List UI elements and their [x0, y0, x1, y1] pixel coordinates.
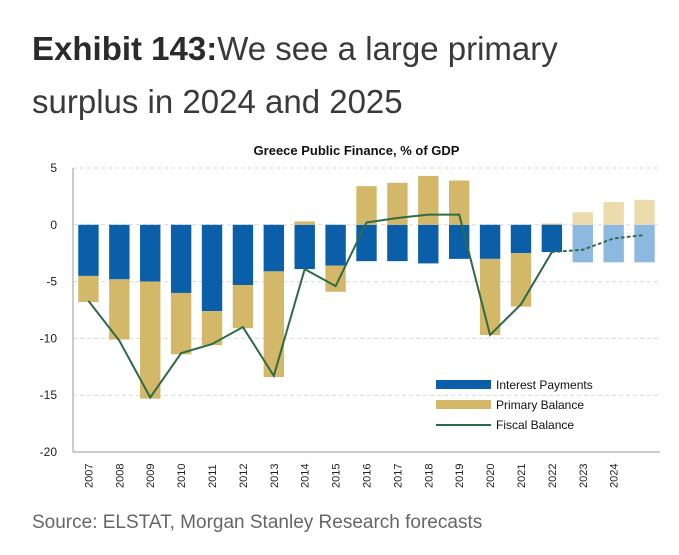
legend-label-fiscal: Fiscal Balance: [496, 418, 574, 432]
bar-primary-balance: [418, 175, 439, 225]
x-tick-label: 2019: [454, 464, 466, 488]
bar-interest-payments: [541, 224, 563, 253]
fiscal-balance-line: [87, 213, 553, 400]
bar-primary-balance: [201, 311, 223, 346]
bar-interest-payments: [294, 224, 315, 270]
bar-interest-payments: [418, 224, 439, 264]
x-tick-label: 2011: [207, 464, 219, 488]
bar-primary-balance: [510, 253, 532, 307]
x-tick-label: 2017: [392, 464, 404, 488]
bar-interest-payments: [201, 224, 223, 312]
bar-interest-payments: [572, 224, 593, 263]
legend-label-interest: Interest Payments: [496, 378, 593, 392]
x-tick-label: 2016: [362, 464, 374, 488]
source-note: Source: ELSTAT, Morgan Stanley Research …: [32, 512, 483, 533]
bar-interest-payments: [479, 224, 501, 259]
bar-primary-balance: [325, 265, 346, 292]
y-tick-label: -5: [46, 275, 57, 289]
bar-primary-balance: [109, 279, 130, 340]
bar-interest-payments: [387, 224, 408, 262]
bar-interest-payments: [78, 224, 99, 276]
legend-swatch-primary: [436, 400, 491, 409]
bar-interest-payments: [263, 224, 285, 272]
legend-swatch-interest: [436, 380, 491, 389]
x-tick-label: 2020: [485, 464, 497, 488]
x-tick-label: 2013: [269, 464, 281, 488]
bar-interest-payments: [170, 224, 192, 293]
bar-primary-balance: [78, 275, 99, 303]
bar-interest-payments: [140, 224, 161, 282]
exhibit-label: Exhibit 143:: [32, 30, 218, 67]
bar-primary-balance: [603, 202, 624, 225]
x-tick-label: 2014: [300, 464, 312, 488]
bar-interest-payments: [232, 224, 254, 286]
x-tick-label: 2021: [516, 464, 528, 488]
x-tick-label: 2015: [331, 464, 343, 488]
bar-primary-balance: [541, 223, 563, 225]
bar-primary-balance: [387, 182, 408, 225]
chart-title: Greece Public Finance, % of GDP: [254, 143, 460, 158]
bar-primary-balance: [356, 186, 377, 225]
bar-primary-balance: [572, 212, 593, 225]
x-tick-label: 2009: [145, 464, 157, 488]
bar-primary-balance: [170, 292, 192, 355]
bar-interest-payments: [634, 224, 655, 263]
bar-primary-balance: [479, 258, 501, 335]
y-tick-label: -15: [40, 388, 58, 402]
x-tick-label: 2008: [114, 464, 126, 488]
exhibit-headline: We see a large primary surplus in 2024 a…: [32, 30, 558, 120]
bar-interest-payments: [603, 224, 624, 263]
bar-primary-balance: [634, 199, 655, 225]
y-tick-label: 0: [50, 218, 57, 232]
bar-interest-payments: [325, 224, 346, 266]
y-tick-label: -10: [40, 331, 58, 345]
x-tick-label: 2024: [609, 464, 621, 488]
bar-interest-payments: [109, 224, 130, 280]
exhibit-title: Exhibit 143:We see a large primary surpl…: [32, 22, 662, 128]
x-tick-label: 2022: [547, 464, 559, 488]
legend-label-primary: Primary Balance: [496, 398, 584, 412]
bar-primary-balance: [263, 271, 285, 378]
bar-primary-balance: [140, 281, 161, 399]
y-tick-label: 5: [50, 161, 57, 175]
bar-interest-payments: [356, 224, 377, 262]
bar-primary-balance: [232, 285, 254, 329]
x-tick-label: 2010: [176, 464, 188, 488]
y-tick-label: -20: [40, 445, 58, 459]
x-tick-label: 2018: [423, 464, 435, 488]
x-tick-label: 2007: [83, 464, 95, 488]
x-tick-label: 2012: [238, 464, 250, 488]
bar-primary-balance: [294, 221, 315, 225]
x-tick-label: 2023: [578, 464, 590, 488]
fiscal-balance-forecast-line: [550, 234, 646, 254]
bar-interest-payments: [510, 224, 532, 254]
